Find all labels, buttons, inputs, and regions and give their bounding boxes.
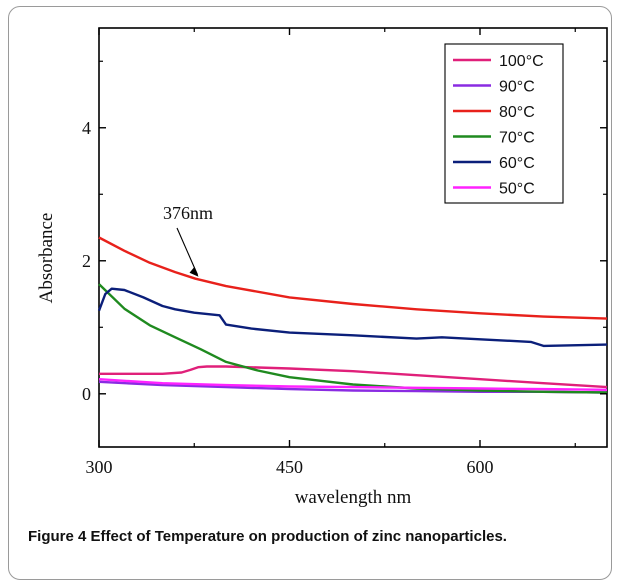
caption-label: Figure 4 [28,528,87,545]
series-line-70C [98,283,608,394]
series-line-50C [98,378,608,391]
absorbance-chart: 300 450 600 0 2 4 376nm 100°C 90°C 80°C 70°C 60°C… [36,27,608,508]
annotation: 376nm [163,203,213,277]
annotation-label: 376nm [163,203,213,223]
y-axis-label: Absorbance [36,213,57,304]
series-line-100C [99,365,608,389]
y-tick-label: 4 [82,118,91,138]
legend-label: 90°C [499,79,535,96]
legend-label: 70°C [499,130,535,147]
x-tick-label: 600 [467,457,494,477]
legend-label: 50°C [499,181,535,198]
series-line-80C [98,236,608,320]
x-axis-label: wavelength nm [295,487,412,508]
legend-label: 80°C [499,104,535,121]
legend: 100°C 90°C 80°C 70°C 60°C 50°C [444,43,564,204]
series-lines [97,236,608,394]
y-tick-label: 2 [82,251,91,271]
y-tick-label: 0 [82,384,91,404]
annotation-arrowhead [189,266,199,277]
legend-label: 100°C [499,53,544,70]
legend-label: 60°C [499,155,535,172]
axis-ticks: 300 450 600 0 2 4 [82,28,607,477]
x-tick-label: 450 [276,457,303,477]
figure-caption: Figure 4 Effect of Temperature on produc… [28,527,588,547]
x-tick-label: 300 [86,457,113,477]
annotation-arrow-line [176,227,199,275]
caption-text: Effect of Temperature on production of z… [90,528,507,545]
legend-box [444,43,564,204]
series-line-60C [97,287,608,348]
